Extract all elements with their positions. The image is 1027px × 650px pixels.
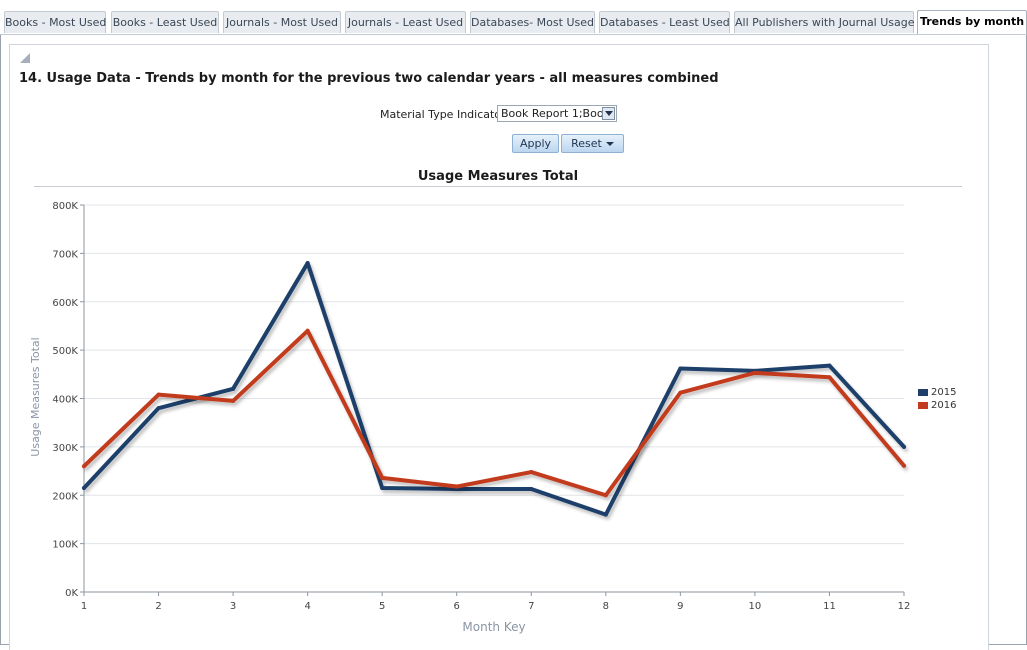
- chart-title: Usage Measures Total: [417, 169, 579, 184]
- material-type-label: Material Type Indicator: [380, 108, 506, 121]
- x-axis-ticks: 1 2 3 4 5 6 7 8 9 10 11 12: [81, 592, 911, 612]
- chart-series: [82, 261, 906, 517]
- y-axis-ticks: 0K 100K 200K 300K 400K 500K 600K 700K 800K: [52, 201, 84, 599]
- data-point-2016[interactable]: [454, 484, 459, 489]
- data-point-2016[interactable]: [902, 463, 906, 468]
- y-tick-label: 800K: [52, 201, 78, 212]
- tab-journals-least-used[interactable]: Journals - Least Used: [345, 11, 466, 33]
- legend-label: 2016: [931, 400, 957, 411]
- tab-books-least-used[interactable]: Books - Least Used: [111, 11, 219, 33]
- data-point-2016[interactable]: [156, 392, 161, 397]
- legend-item-2016[interactable]: 2016: [918, 399, 956, 412]
- x-tick-label: 1: [81, 601, 87, 612]
- series-line-2015[interactable]: [82, 261, 906, 517]
- y-tick-label: 200K: [52, 491, 78, 502]
- x-tick-label: 4: [304, 601, 310, 612]
- tab-databases-most-used[interactable]: Databases- Most Used: [470, 11, 595, 33]
- x-tick-label: 8: [603, 601, 609, 612]
- x-tick-label: 2: [155, 601, 161, 612]
- y-tick-label: 300K: [52, 443, 78, 454]
- data-point-2016[interactable]: [305, 328, 310, 333]
- data-point-2016[interactable]: [380, 475, 385, 480]
- x-tick-label: 9: [677, 601, 683, 612]
- data-point-2015[interactable]: [529, 486, 534, 491]
- chart-title-divider: [34, 186, 962, 187]
- chevron-down-icon[interactable]: [602, 107, 615, 120]
- data-point-2015[interactable]: [678, 366, 683, 371]
- data-point-2016[interactable]: [529, 470, 534, 475]
- tab-all-publishers[interactable]: All Publishers with Journal Usage: [734, 11, 915, 33]
- legend-swatch: [918, 401, 928, 409]
- collapse-triangle-icon[interactable]: [20, 53, 30, 63]
- chart-legend: 2015 2016: [918, 386, 956, 412]
- report-panel: [9, 44, 989, 650]
- y-axis-label: Usage Measures Total: [29, 337, 42, 456]
- legend-swatch: [918, 388, 928, 396]
- x-tick-label: 3: [230, 601, 236, 612]
- data-point-2015[interactable]: [156, 406, 161, 411]
- data-point-2015[interactable]: [82, 485, 86, 490]
- reset-button-label: Reset: [571, 137, 602, 150]
- x-tick-label: 11: [823, 601, 836, 612]
- data-point-2015[interactable]: [603, 512, 608, 517]
- y-tick-label: 100K: [52, 540, 78, 551]
- material-type-value: Book Report 1;Book: [501, 107, 610, 120]
- x-axis-label: Month Key: [462, 620, 525, 634]
- apply-button[interactable]: Apply: [512, 134, 559, 153]
- data-point-2015[interactable]: [902, 444, 906, 449]
- legend-label: 2015: [931, 387, 957, 398]
- x-tick-label: 7: [528, 601, 534, 612]
- data-point-2016[interactable]: [603, 493, 608, 498]
- data-point-2015[interactable]: [827, 363, 832, 368]
- reset-button[interactable]: Reset: [561, 134, 624, 153]
- tab-journals-most-used[interactable]: Journals - Most Used: [223, 11, 341, 33]
- caret-down-icon: [605, 142, 614, 146]
- data-point-2015[interactable]: [380, 485, 385, 490]
- data-point-2015[interactable]: [231, 386, 236, 391]
- data-point-2016[interactable]: [678, 390, 683, 395]
- x-tick-label: 5: [379, 601, 385, 612]
- report-heading: 14. Usage Data - Trends by month for the…: [19, 71, 719, 86]
- data-point-2015[interactable]: [305, 261, 310, 266]
- tab-underline: [0, 34, 1027, 35]
- data-point-2016[interactable]: [82, 464, 86, 469]
- material-type-select[interactable]: Book Report 1;Book: [497, 105, 617, 122]
- series-line-2016[interactable]: [82, 328, 906, 498]
- legend-item-2015[interactable]: 2015: [918, 386, 956, 399]
- tab-books-most-used[interactable]: Books - Most Used: [4, 11, 106, 33]
- data-point-2016[interactable]: [231, 398, 236, 403]
- x-tick-label: 12: [898, 601, 911, 612]
- x-tick-label: 10: [749, 601, 762, 612]
- y-tick-label: 0K: [65, 588, 78, 599]
- tab-trends-by-month[interactable]: Trends by month: [917, 10, 1027, 35]
- y-tick-label: 600K: [52, 298, 78, 309]
- tab-databases-least-used[interactable]: Databases - Least Used: [599, 11, 730, 33]
- y-tick-label: 500K: [52, 346, 78, 357]
- data-point-2016[interactable]: [752, 370, 757, 375]
- y-tick-label: 700K: [52, 249, 78, 260]
- x-tick-label: 6: [454, 601, 460, 612]
- data-point-2016[interactable]: [827, 375, 832, 380]
- y-tick-label: 400K: [52, 395, 78, 406]
- tab-bar: Books - Most Used Books - Least Used Jou…: [0, 0, 1027, 35]
